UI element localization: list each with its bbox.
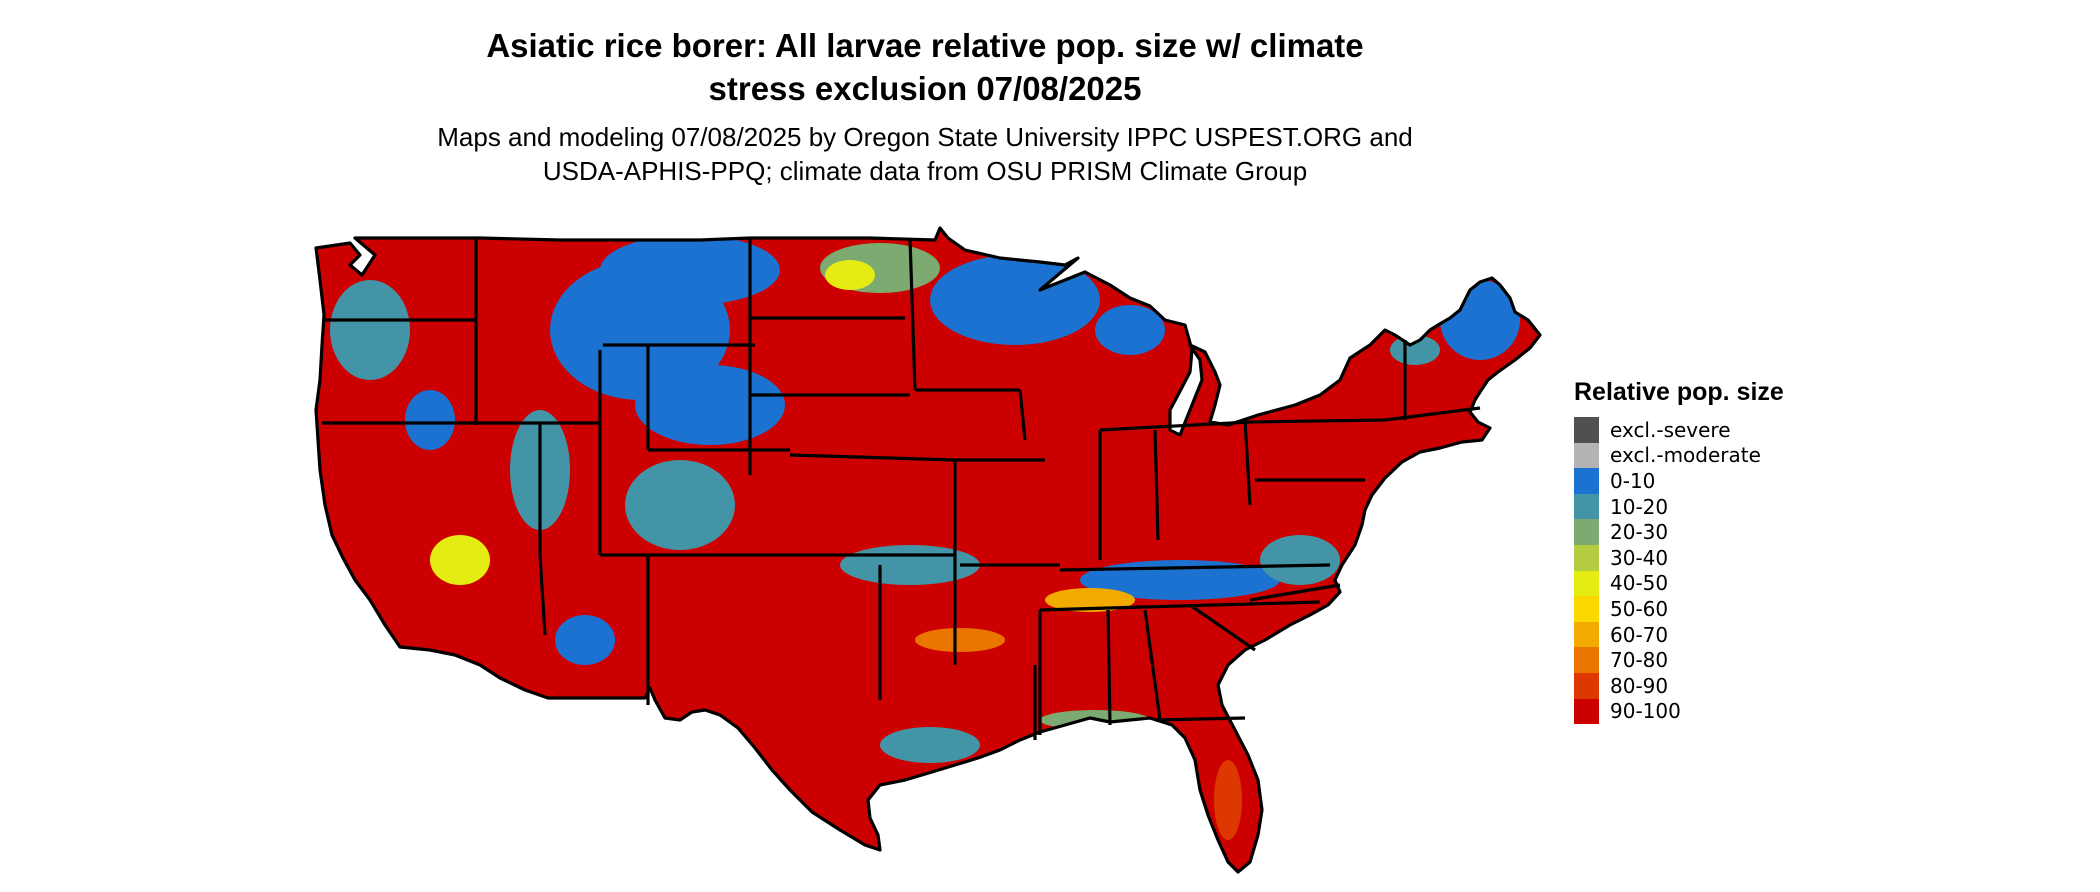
map-title-line2: stress exclusion 07/08/2025 (708, 70, 1142, 107)
boundary-ky-tn (1059, 563, 1331, 572)
legend-label: 30-40 (1610, 545, 1669, 570)
legend-label: 20-30 (1610, 520, 1669, 545)
risk-zone-minnesota-wisconsin (930, 255, 1100, 345)
boundary-mi-oh (1099, 420, 1251, 432)
legend-label: excl.-severe (1610, 417, 1731, 442)
map-title-line1: Asiatic rice borer: All larvae relative … (486, 27, 1364, 64)
legend-title: Relative pop. size (1574, 378, 1784, 406)
risk-zone-michigan-north (1095, 305, 1165, 355)
legend-label: 60-70 (1610, 622, 1669, 647)
legend-swatch (1574, 647, 1599, 673)
legend-item: excl.-severe (1574, 417, 1784, 443)
risk-zone-texas-coast (880, 727, 980, 763)
legend-swatch (1574, 442, 1599, 469)
boundary-nc-sc (1249, 583, 1341, 602)
boundary-al-ga (1143, 609, 1162, 721)
risk-zone-arizona-mountains (555, 615, 615, 665)
risk-zone-wyoming (635, 365, 785, 445)
boundary-fl-ga (1154, 716, 1246, 722)
legend-item: 20-30 (1574, 519, 1784, 545)
legend-item: 30-40 (1574, 544, 1784, 571)
legend-item: 50-60 (1574, 596, 1784, 622)
risk-zone-florida (1214, 760, 1242, 840)
risk-zone-arkansas (915, 628, 1005, 652)
map-subtitle-line1: Maps and modeling 07/08/2025 by Oregon S… (437, 122, 1413, 152)
risk-zone-vermont-nh (1390, 335, 1440, 365)
risk-zone-sierra (405, 390, 455, 450)
risk-zone-nd-yellow (825, 260, 875, 290)
legend-label: 0-10 (1610, 468, 1656, 493)
legend-swatch (1574, 621, 1599, 648)
boundary-nv-az (538, 554, 547, 636)
legend-swatch (1574, 468, 1599, 494)
legend-label: 10-20 (1610, 494, 1669, 519)
legend-items: excl.-severe excl.-moderate 0-10 10-20 2… (1574, 417, 1784, 725)
boundary-tn-south (1039, 600, 1321, 612)
risk-zone-oklahoma-panhandle (840, 545, 980, 585)
boundary-nd-mn (908, 237, 917, 391)
legend-swatch (1574, 417, 1599, 443)
risk-zone-ohio-valley (1045, 588, 1135, 612)
risk-zone-california-central (430, 535, 490, 585)
legend-label: 50-60 (1610, 596, 1669, 621)
legend-label: 70-80 (1610, 648, 1669, 673)
map-title: Asiatic rice borer: All larvae relative … (0, 24, 1850, 110)
risk-zone-oregon-coast (330, 280, 410, 380)
legend-item: 70-80 (1574, 647, 1784, 673)
boundary-oh-pa (1243, 419, 1252, 506)
boundary-ms-al (1106, 609, 1112, 726)
legend-label: 80-90 (1610, 673, 1669, 698)
legend-item: 80-90 (1574, 672, 1784, 699)
boundary-ne-ks (789, 453, 956, 462)
map-legend: Relative pop. size excl.-severe excl.-mo… (1574, 378, 1784, 725)
boundary-ny-ma (1384, 406, 1481, 422)
legend-swatch (1574, 698, 1599, 725)
map-subtitle-line2: USDA-APHIS-PPQ; climate data from OSU PR… (542, 156, 1308, 186)
legend-swatch (1574, 493, 1599, 520)
legend-swatch (1574, 544, 1599, 571)
us-map (300, 220, 1560, 890)
legend-item: 90-100 (1574, 698, 1784, 725)
boundary-ia-il (1018, 389, 1027, 441)
legend-item: 60-70 (1574, 621, 1784, 648)
boundary-ga-sc (1189, 603, 1256, 652)
legend-label: 40-50 (1610, 571, 1669, 596)
legend-label: excl.-moderate (1610, 443, 1761, 468)
legend-item: 0-10 (1574, 468, 1784, 494)
boundary-in-oh (1153, 429, 1160, 541)
legend-swatch (1574, 596, 1599, 622)
legend-item: excl.-moderate (1574, 442, 1784, 469)
map-subtitle: Maps and modeling 07/08/2025 by Oregon S… (0, 120, 1850, 188)
risk-zone-maine (1440, 280, 1520, 360)
legend-label: 90-100 (1610, 699, 1681, 724)
legend-swatch (1574, 519, 1599, 545)
legend-swatch (1574, 672, 1599, 699)
legend-item: 40-50 (1574, 570, 1784, 597)
us-map-svg (314, 226, 1542, 874)
legend-item: 10-20 (1574, 493, 1784, 520)
risk-zone-appalachia (1260, 535, 1340, 585)
state-boundaries (314, 226, 1542, 874)
legend-swatch (1574, 570, 1599, 597)
risk-zone-colorado (625, 460, 735, 550)
risk-zone-montana (600, 235, 780, 305)
boundary-pa-ny (1249, 418, 1386, 424)
